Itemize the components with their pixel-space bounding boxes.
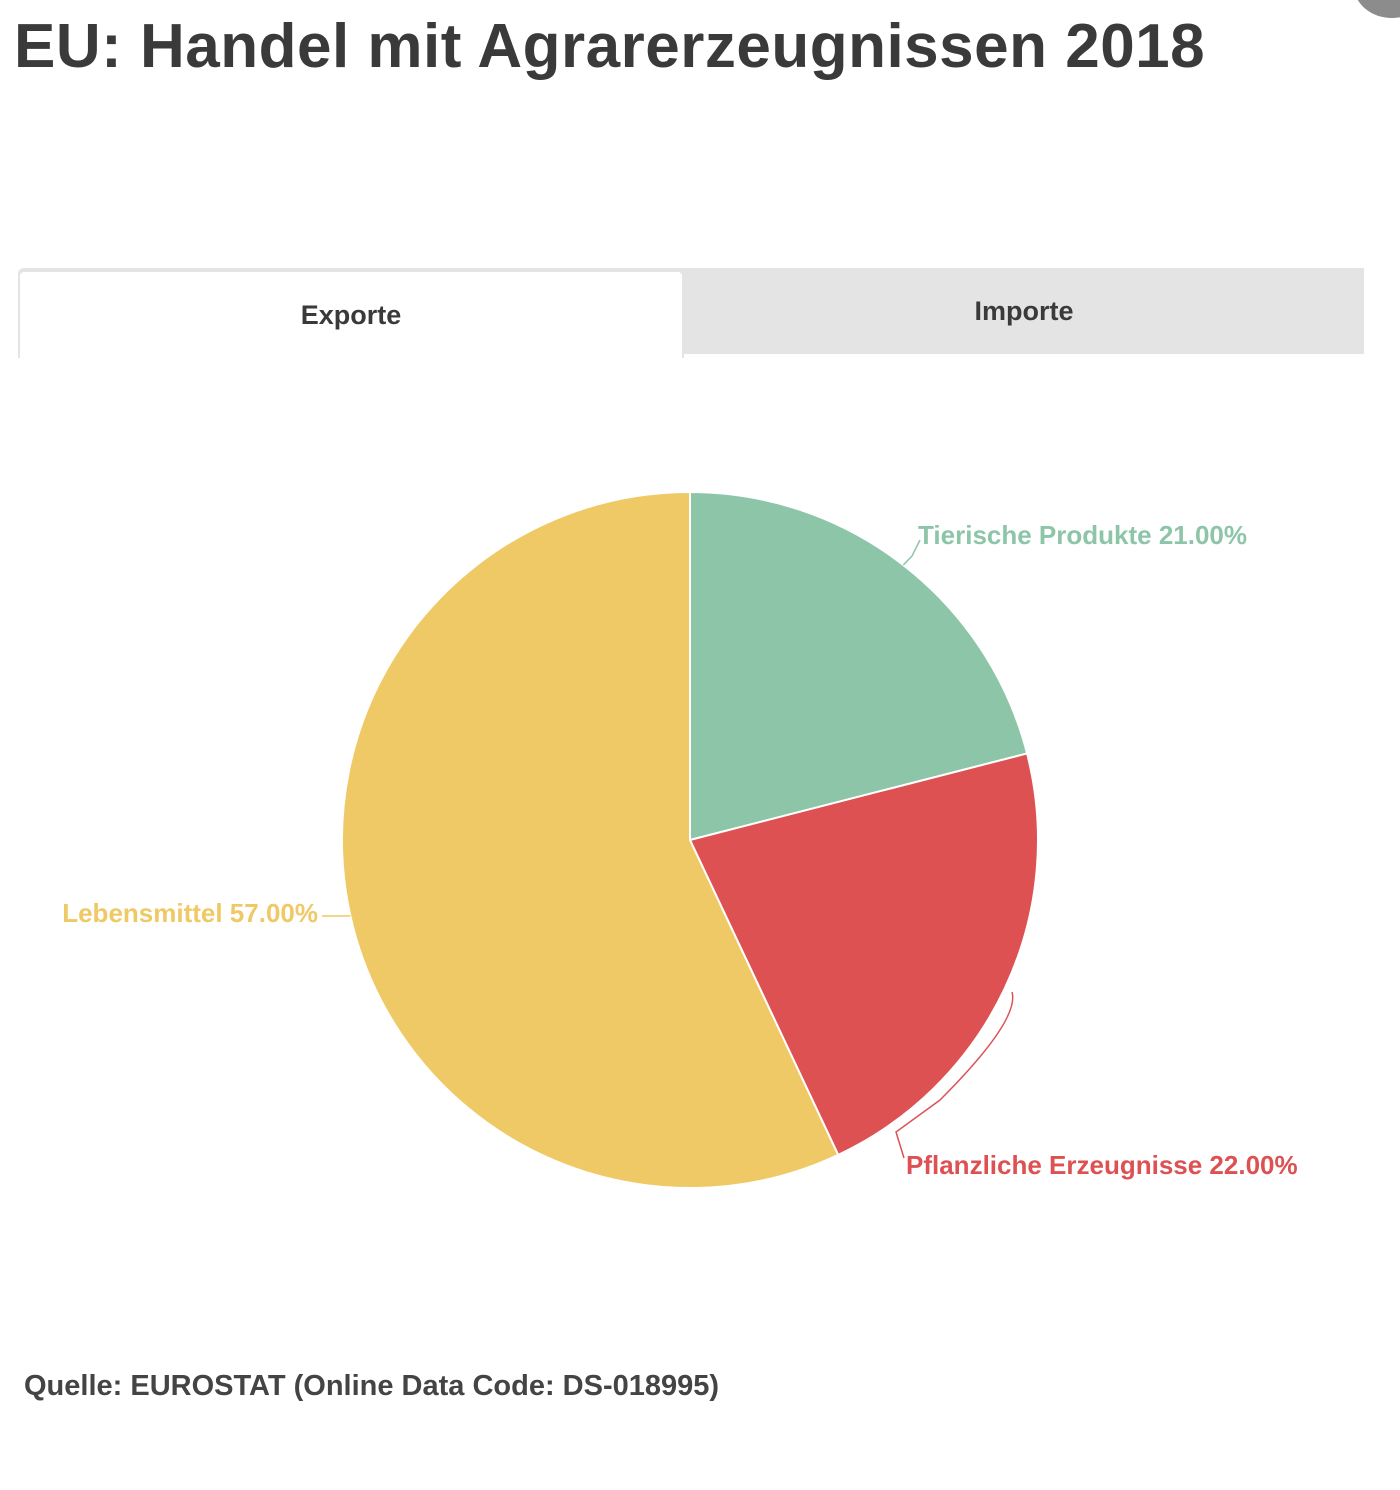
data-label: Tierische Produkte 21.00%	[918, 520, 1247, 550]
tab-importe[interactable]: Importe	[684, 268, 1364, 354]
leader-line	[895, 991, 1014, 1159]
tab-bar: Exporte Importe	[18, 268, 1364, 358]
tab-exporte[interactable]: Exporte	[18, 270, 684, 358]
page-title: EU: Handel mit Agrarerzeugnissen 2018	[14, 12, 1206, 81]
data-label: Lebensmittel 57.00%	[62, 898, 318, 928]
pie-chart-svg: Tierische Produkte 21.00% Pflanzliche Erz…	[62, 490, 1298, 1189]
pie-slice-pflanzliche-erzeugnisse[interactable]	[688, 752, 1039, 1157]
pie-slice-lebensmittel[interactable]	[341, 490, 840, 1189]
pie-chart: Tierische Produkte 21.00% Pflanzliche Erz…	[0, 380, 1400, 1280]
leader-line	[902, 539, 921, 566]
source-note: Quelle: EUROSTAT (Online Data Code: DS-0…	[24, 1370, 720, 1402]
data-label: Pflanzliche Erzeugnisse 22.00%	[906, 1150, 1298, 1180]
corner-badge	[1354, 0, 1400, 18]
